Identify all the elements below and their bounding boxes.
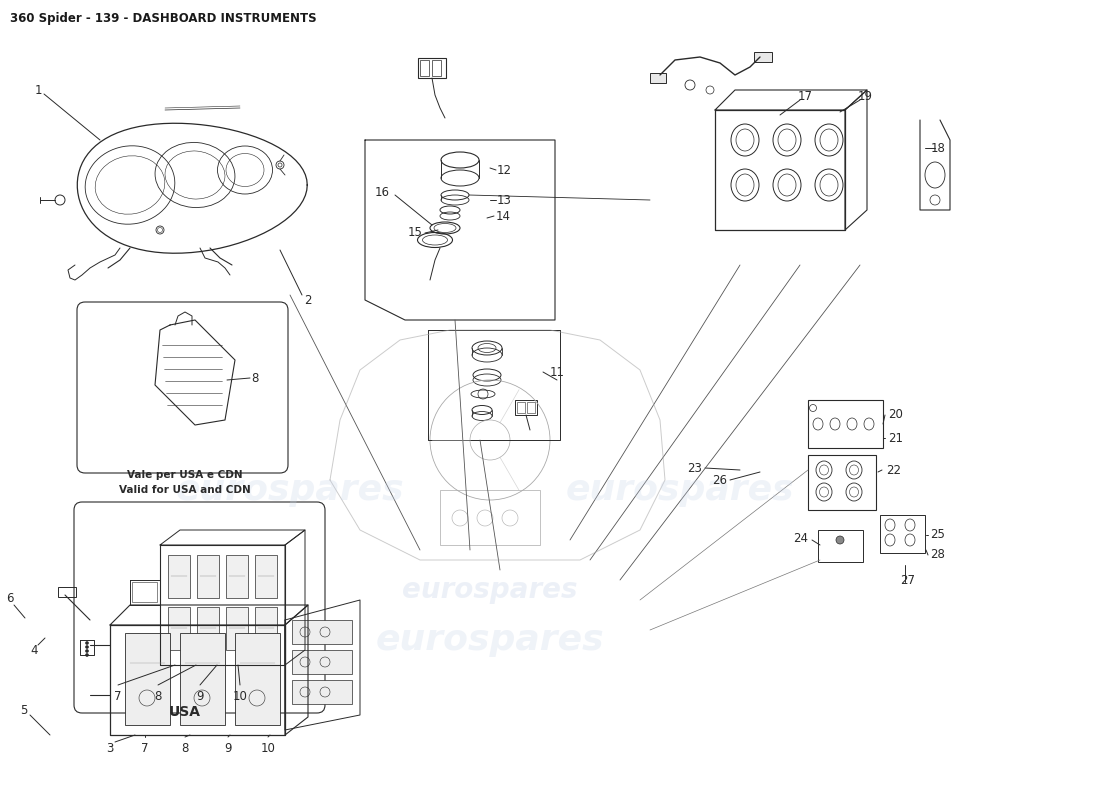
Bar	[235, 633, 280, 725]
Text: 10: 10	[232, 690, 248, 702]
Bar	[515, 400, 537, 415]
Circle shape	[836, 536, 844, 544]
Bar	[420, 60, 429, 76]
Text: 8: 8	[154, 690, 162, 702]
Text: Vale per USA e CDN: Vale per USA e CDN	[128, 470, 243, 480]
Text: 7: 7	[141, 742, 149, 755]
Circle shape	[86, 646, 88, 649]
Bar	[197, 555, 219, 598]
Text: 6: 6	[7, 591, 13, 605]
Text: 14: 14	[496, 210, 512, 222]
Bar	[58, 587, 76, 597]
Text: 17: 17	[798, 90, 813, 103]
Text: 22: 22	[886, 463, 901, 477]
Text: 26: 26	[713, 474, 727, 486]
Bar	[292, 680, 352, 704]
Text: 27: 27	[900, 574, 915, 586]
Text: 8: 8	[182, 742, 189, 755]
Text: 15: 15	[408, 226, 424, 239]
Bar	[180, 633, 226, 725]
Text: eurospares: eurospares	[565, 473, 794, 507]
Text: 19: 19	[858, 90, 872, 103]
Circle shape	[86, 642, 88, 645]
Bar	[132, 582, 157, 602]
Bar	[808, 455, 876, 510]
Text: eurospares: eurospares	[176, 473, 405, 507]
Text: 11: 11	[550, 366, 564, 378]
Text: 20: 20	[888, 409, 903, 422]
Text: 1: 1	[34, 83, 42, 97]
Bar	[754, 52, 772, 62]
Bar	[292, 620, 352, 644]
Text: 5: 5	[20, 703, 28, 717]
Text: 7: 7	[114, 690, 122, 702]
Bar	[292, 650, 352, 674]
Text: 23: 23	[688, 462, 703, 474]
Bar	[808, 400, 883, 448]
Text: 12: 12	[497, 163, 512, 177]
Text: eurospares: eurospares	[376, 623, 604, 657]
Text: 25: 25	[930, 529, 945, 542]
Bar	[440, 490, 540, 545]
Circle shape	[86, 654, 88, 657]
Bar	[168, 555, 190, 598]
Text: 10: 10	[261, 742, 275, 755]
Bar	[197, 607, 219, 650]
Bar	[125, 633, 170, 725]
Bar	[650, 73, 666, 83]
Text: 16: 16	[375, 186, 390, 199]
Text: Valid for USA and CDN: Valid for USA and CDN	[119, 485, 251, 495]
Bar	[432, 60, 441, 76]
Bar	[255, 607, 277, 650]
Text: 28: 28	[930, 549, 945, 562]
Text: 360 Spider - 139 - DASHBOARD INSTRUMENTS: 360 Spider - 139 - DASHBOARD INSTRUMENTS	[10, 12, 317, 25]
Bar	[517, 402, 525, 413]
Text: 2: 2	[305, 294, 311, 306]
Text: 9: 9	[224, 742, 232, 755]
Bar	[255, 555, 277, 598]
Bar	[226, 607, 248, 650]
Bar	[818, 530, 864, 562]
Circle shape	[86, 650, 88, 653]
Text: 24: 24	[793, 531, 808, 545]
Text: 3: 3	[107, 742, 113, 754]
Text: USA: USA	[169, 705, 201, 719]
Bar	[168, 607, 190, 650]
Text: 4: 4	[31, 643, 37, 657]
Text: 21: 21	[888, 431, 903, 445]
Text: 9: 9	[196, 690, 204, 702]
Bar	[226, 555, 248, 598]
Text: 18: 18	[931, 142, 945, 154]
Text: 8: 8	[251, 371, 258, 385]
Bar	[418, 58, 446, 78]
Bar	[880, 515, 925, 553]
Text: eurospares: eurospares	[403, 576, 578, 604]
Text: 13: 13	[497, 194, 512, 206]
Bar	[527, 402, 535, 413]
